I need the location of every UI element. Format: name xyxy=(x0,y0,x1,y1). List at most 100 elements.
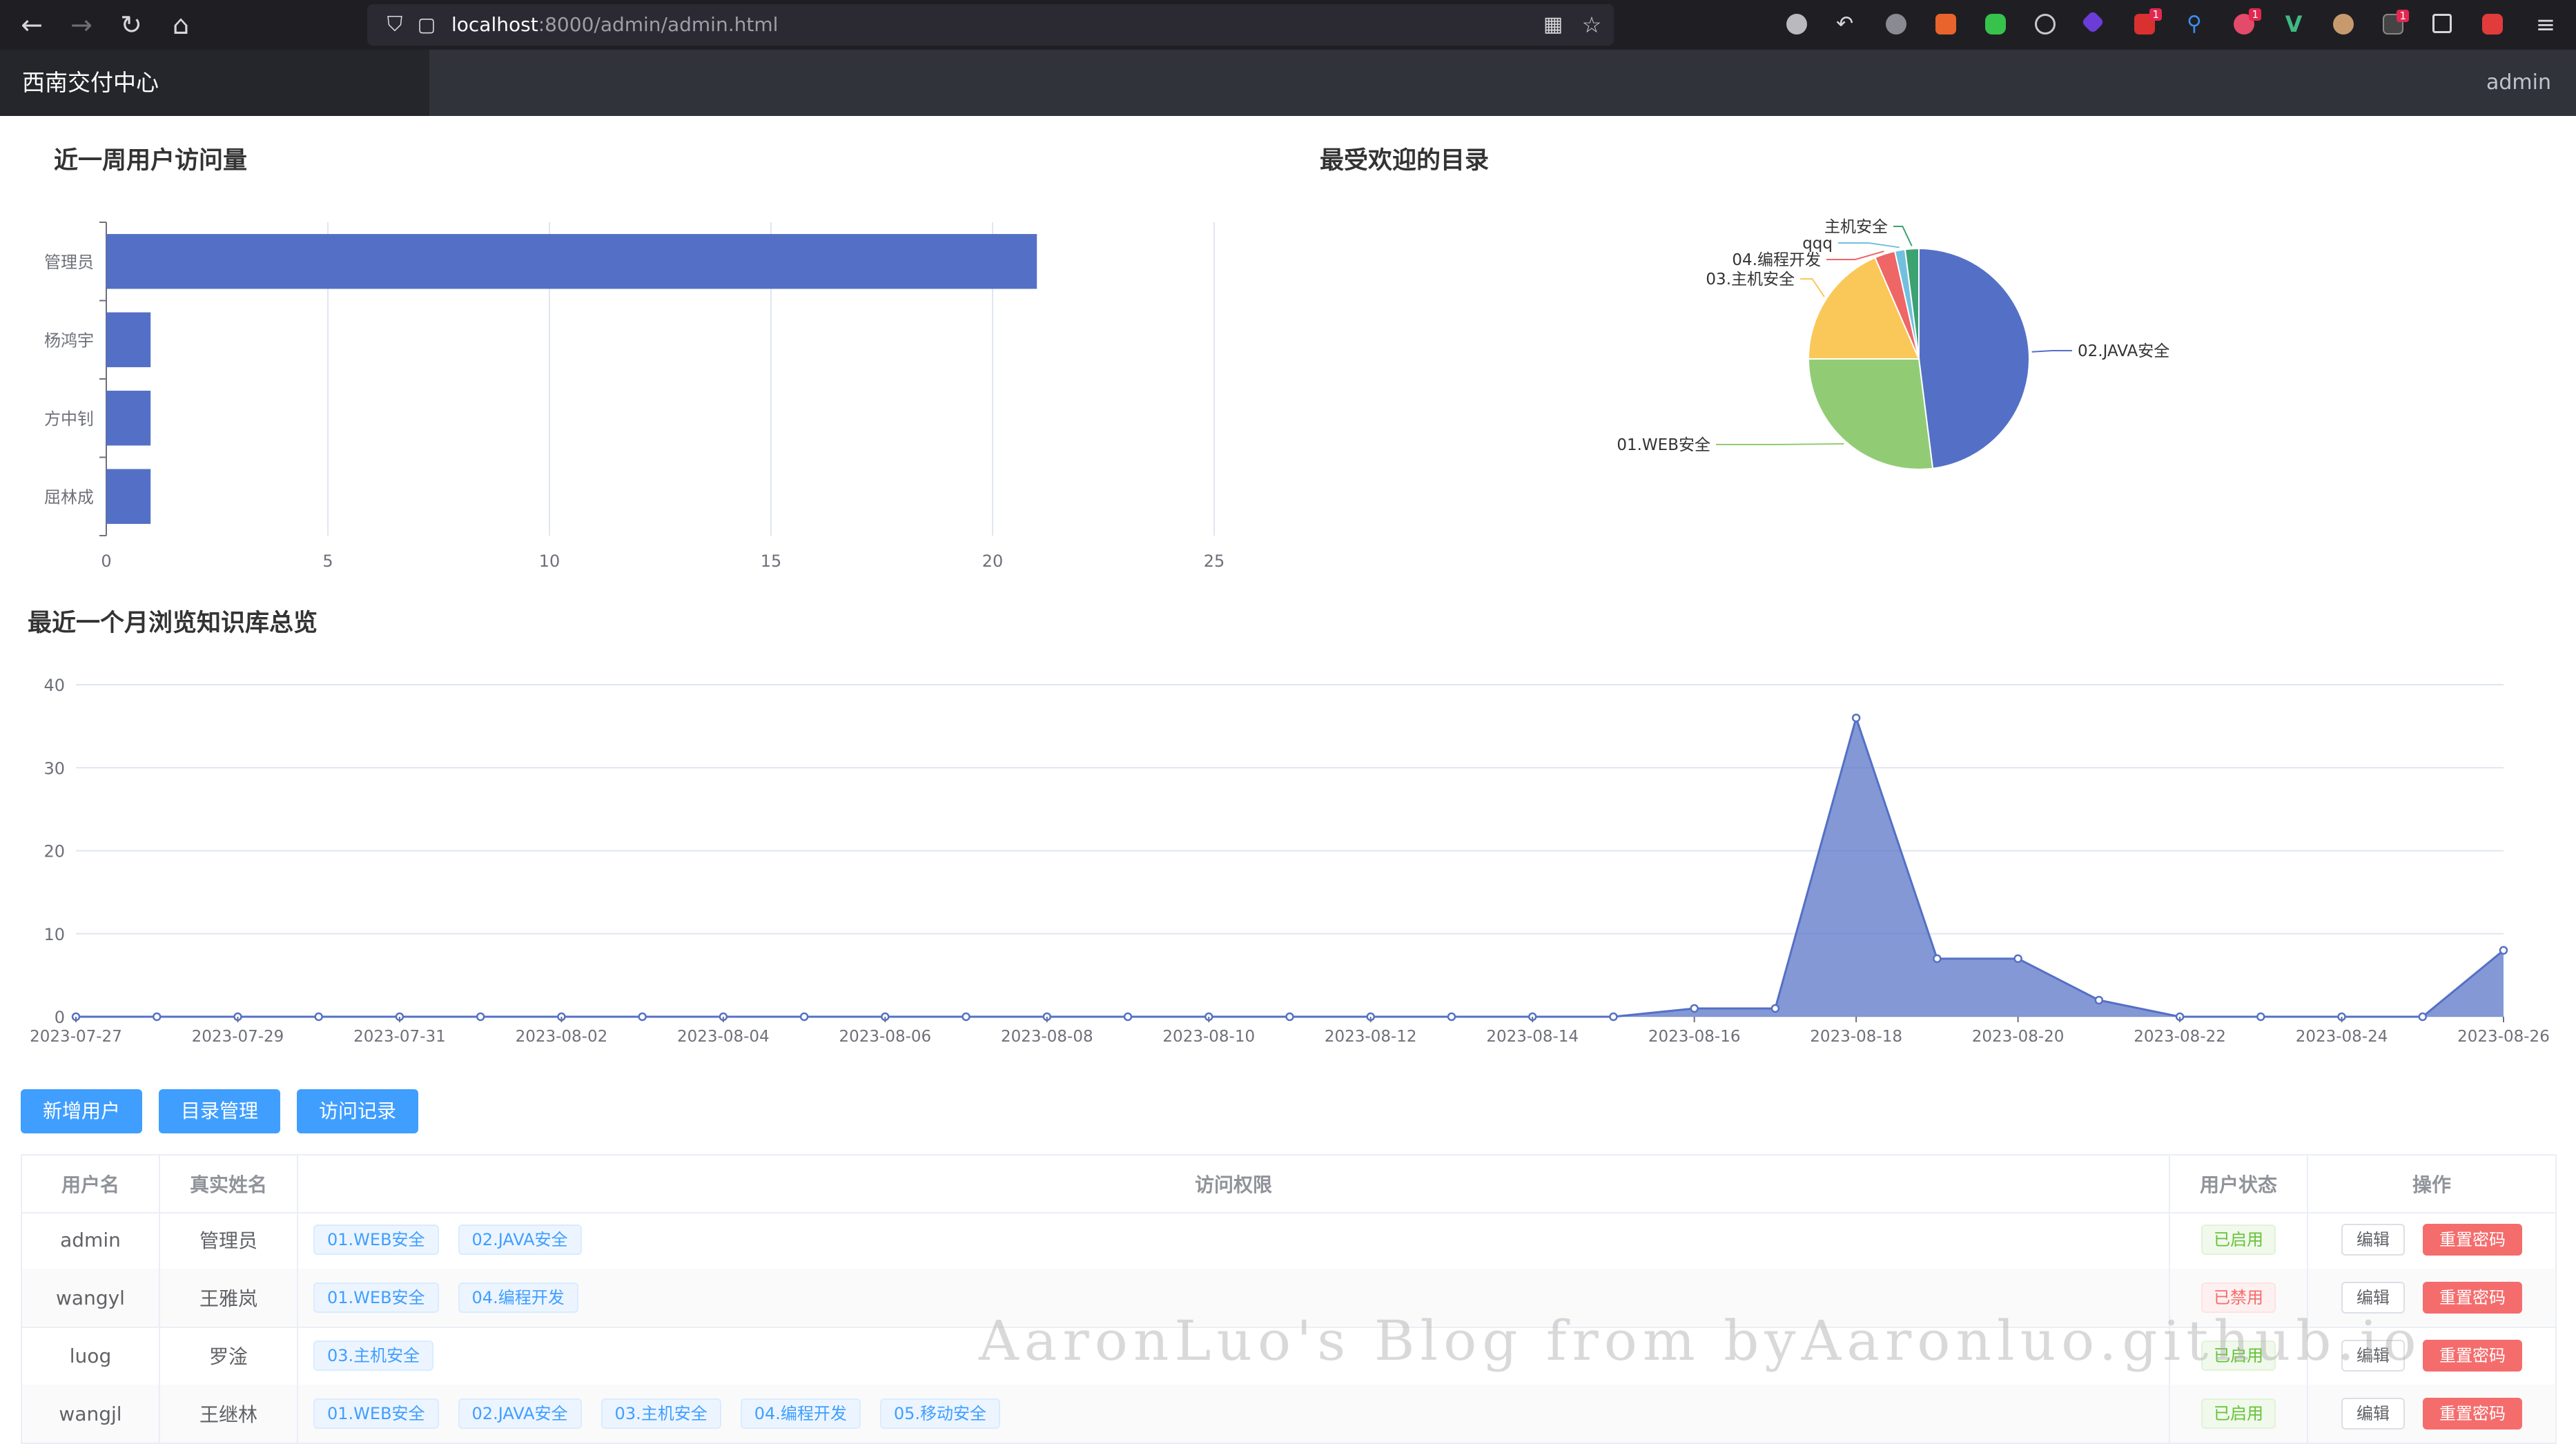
edit-button[interactable]: 编辑 xyxy=(2341,1398,2405,1430)
data-point xyxy=(1447,1012,1456,1022)
x-tick-label: 2023-08-06 xyxy=(839,1028,931,1046)
pie-label-line xyxy=(1826,251,1884,260)
blog-watermark: AaronLuo's Blog from byAaronluo.github.i… xyxy=(979,1309,2422,1373)
pie-slice-label: 主机安全 xyxy=(1824,218,1888,236)
vue-devtools-icon[interactable]: V xyxy=(2285,11,2303,37)
y-tick-label: 20 xyxy=(43,842,65,861)
home-icon[interactable]: ⌂ xyxy=(172,10,190,40)
x-tick-label: 5 xyxy=(322,552,333,571)
bar xyxy=(106,312,151,367)
edit-button[interactable]: 编辑 xyxy=(2341,1224,2405,1256)
catalog-management-button[interactable]: 目录管理 xyxy=(159,1089,280,1133)
forward-icon[interactable]: → xyxy=(70,10,92,40)
permissions-cell: 01.WEB安全 04.编程开发 xyxy=(298,1269,2170,1327)
weekly-visits-title: 近一周用户访问量 xyxy=(54,147,248,175)
green-extension-icon[interactable] xyxy=(1985,14,2006,35)
extension-icon[interactable] xyxy=(1886,14,1906,35)
pie-label-line xyxy=(1893,226,1913,246)
x-tick-label: 2023-08-26 xyxy=(2457,1028,2550,1046)
permission-tag: 01.WEB安全 xyxy=(313,1225,439,1255)
x-tick-label: 2023-07-27 xyxy=(30,1028,122,1046)
avatar-extension-icon[interactable] xyxy=(2333,14,2354,35)
data-point xyxy=(152,1012,162,1022)
reset-password-button[interactable]: 重置密码 xyxy=(2423,1282,2522,1314)
realname-cell: 王继林 xyxy=(160,1385,298,1443)
fox-extension-icon[interactable] xyxy=(1935,14,1956,35)
series-line xyxy=(76,714,2504,1018)
x-tick-label: 2023-08-18 xyxy=(1810,1028,1902,1046)
pie-label-line xyxy=(1800,278,1825,297)
undo-extension-icon[interactable]: ↶ xyxy=(1836,12,1854,36)
status-cell: 已启用 xyxy=(2170,1385,2308,1443)
edit-button[interactable]: 编辑 xyxy=(2341,1282,2405,1314)
y-tick-label: 10 xyxy=(43,925,65,944)
actions-cell: 编辑 重置密码 xyxy=(2308,1385,2557,1443)
user-menu[interactable]: admin xyxy=(2486,70,2551,95)
access-log-button[interactable]: 访问记录 xyxy=(297,1089,418,1133)
x-tick-label: 2023-08-24 xyxy=(2296,1028,2388,1046)
data-point xyxy=(962,1012,970,1022)
actions-cell: 编辑 重置密码 xyxy=(2308,1211,2557,1269)
address-bar[interactable]: ⛉ ▢ localhost:8000/admin/admin.html ▦ ☆ xyxy=(367,4,1614,46)
location-pin-icon[interactable]: ⚲ xyxy=(2187,12,2202,36)
reset-password-button[interactable]: 重置密码 xyxy=(2423,1340,2522,1372)
pie-slice xyxy=(1807,358,1934,470)
permission-tag: 01.WEB安全 xyxy=(313,1282,439,1313)
header-actions: 操作 xyxy=(2308,1155,2557,1212)
realname-cell: 管理员 xyxy=(160,1211,298,1269)
status-cell: 已启用 xyxy=(2170,1327,2308,1385)
brand-title[interactable]: 西南交付中心 xyxy=(22,69,159,96)
status-cell: 已启用 xyxy=(2170,1211,2308,1269)
status-badge: 已禁用 xyxy=(2201,1282,2276,1313)
permissions-cell: 03.主机安全 xyxy=(298,1327,2170,1385)
reload-icon[interactable]: ↻ xyxy=(120,10,142,40)
extension-icon[interactable] xyxy=(1786,14,1807,35)
permission-tag: 02.JAVA安全 xyxy=(458,1398,582,1429)
extension-icon[interactable]: 1 xyxy=(2234,8,2261,35)
extensions-puzzle-icon[interactable] xyxy=(2432,14,2452,33)
x-tick-label: 2023-08-20 xyxy=(1972,1028,2065,1046)
data-point xyxy=(476,1012,485,1022)
x-tick-label: 2023-07-29 xyxy=(192,1028,284,1046)
header-realname: 真实姓名 xyxy=(160,1155,298,1212)
username-cell: admin xyxy=(22,1211,160,1269)
permissions-cell: 01.WEB安全 02.JAVA安全 xyxy=(298,1211,2170,1269)
red-extension-icon[interactable]: 1 xyxy=(2134,8,2162,35)
menu-icon[interactable]: ≡ xyxy=(2535,11,2556,39)
x-tick-label: 2023-08-08 xyxy=(1001,1028,1093,1046)
security-extension-icon[interactable] xyxy=(2482,14,2503,35)
x-tick-label: 2023-08-16 xyxy=(1648,1028,1741,1046)
username-cell: wangyl xyxy=(22,1269,160,1327)
y-tick-label: 0 xyxy=(55,1008,65,1027)
shield-icon[interactable]: ⛉ xyxy=(387,12,403,37)
x-tick-label: 0 xyxy=(101,552,111,571)
browser-toolbar: ← → ↻ ⌂ ⛉ ▢ localhost:8000/admin/admin.h… xyxy=(0,0,2576,50)
pie-slice-label: 03.主机安全 xyxy=(1706,271,1795,289)
edit-button[interactable]: 编辑 xyxy=(2341,1340,2405,1372)
reset-password-button[interactable]: 重置密码 xyxy=(2423,1224,2522,1256)
pie-slice xyxy=(1807,256,1920,360)
extension-icon[interactable]: 1 xyxy=(2383,10,2409,35)
qr-code-icon[interactable]: ▦ xyxy=(1543,12,1563,37)
data-point xyxy=(2013,954,2022,964)
data-point xyxy=(2499,946,2508,955)
app-header: 西南交付中心 admin xyxy=(0,50,2576,116)
url-text[interactable]: localhost:8000/admin/admin.html xyxy=(451,13,779,36)
x-tick-label: 2023-08-12 xyxy=(1325,1028,1417,1046)
reset-password-button[interactable]: 重置密码 xyxy=(2423,1398,2522,1430)
data-point xyxy=(1123,1012,1133,1022)
bookmark-star-icon[interactable]: ☆ xyxy=(1581,12,1602,38)
status-badge: 已启用 xyxy=(2201,1340,2276,1371)
layers-extension-icon[interactable] xyxy=(2081,10,2105,34)
table-row: admin 管理员 01.WEB安全 02.JAVA安全 已启用 编辑 重置密码 xyxy=(21,1211,2557,1270)
y-category-label: 杨鸿宇 xyxy=(44,331,94,350)
bar xyxy=(106,234,1037,289)
cookie-icon[interactable] xyxy=(2035,14,2056,35)
pie-slice-label: qqq xyxy=(1802,235,1833,253)
permission-tag: 01.WEB安全 xyxy=(313,1398,439,1429)
add-user-button[interactable]: 新增用户 xyxy=(21,1089,142,1133)
data-point xyxy=(2256,1012,2265,1022)
back-icon[interactable]: ← xyxy=(21,10,43,40)
x-tick-label: 2023-08-02 xyxy=(516,1028,608,1046)
